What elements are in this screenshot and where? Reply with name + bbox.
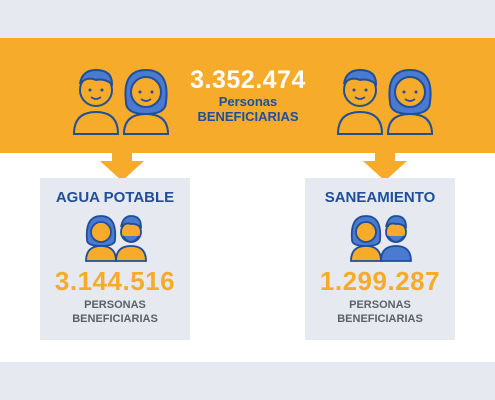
card-label: PERSONAS BENEFICIARIAS <box>40 298 190 326</box>
card-title: AGUA POTABLE <box>55 189 175 206</box>
arrow-down-icon <box>100 151 144 186</box>
total-beneficiaries: 3.352.474 Personas BENEFICIARIAS <box>170 66 326 124</box>
card-label-line1: PERSONAS <box>84 299 146 311</box>
card-value: 3.144.516 <box>54 266 176 296</box>
couple-icon <box>85 212 147 267</box>
card-label-line1: PERSONAS <box>349 299 411 311</box>
total-label-line1: Personas <box>218 94 278 109</box>
arrow-down-icon <box>363 151 407 186</box>
card-value: 1.299.287 <box>319 266 441 296</box>
couple-icon <box>334 62 434 136</box>
card-label-line2: BENEFICIARIAS <box>337 313 423 325</box>
card-title: SANEAMIENTO <box>324 189 436 206</box>
total-label-line2: BENEFICIARIAS <box>197 109 299 124</box>
top-stripe <box>0 0 495 38</box>
couple-icon <box>70 62 170 136</box>
card-label: PERSONAS BENEFICIARIAS <box>305 298 455 326</box>
card-agua-potable: AGUA POTABLE 3.144.516 PERSONAS BENEFICI… <box>40 178 190 340</box>
couple-icon <box>350 212 412 267</box>
card-saneamiento: SANEAMIENTO 1.299.287 PERSONAS BENEFICIA… <box>305 178 455 340</box>
total-value: 3.352.474 <box>190 66 306 94</box>
card-label-line2: BENEFICIARIAS <box>72 313 158 325</box>
bottom-stripe <box>0 362 495 400</box>
